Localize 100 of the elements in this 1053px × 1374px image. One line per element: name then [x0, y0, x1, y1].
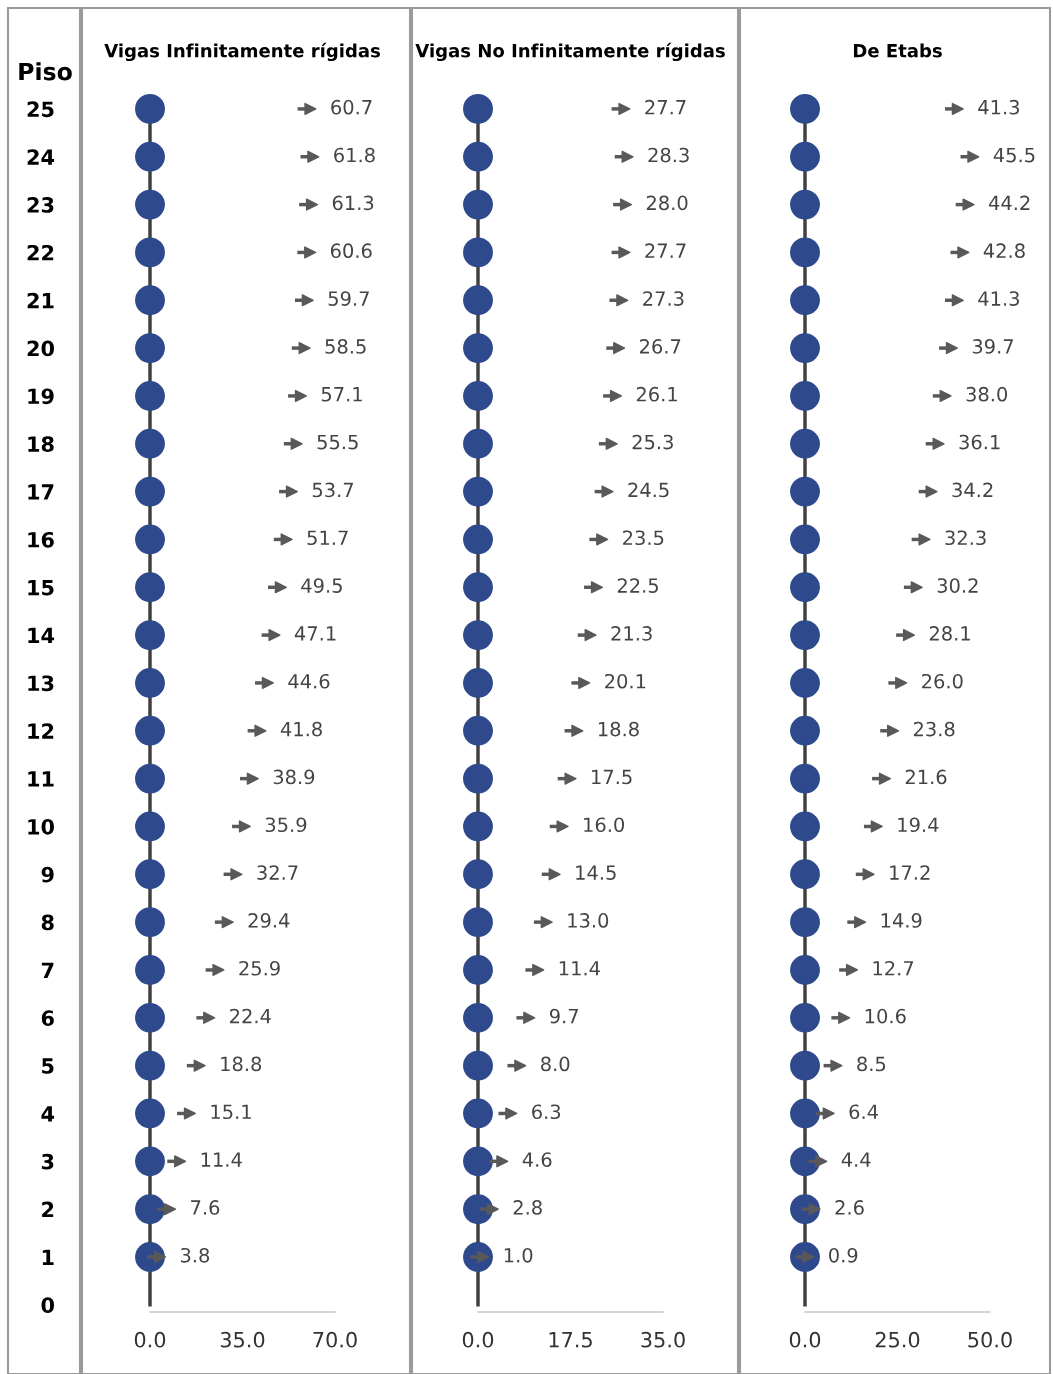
data-label: 1.0	[504, 1247, 533, 1263]
chart-title: Vigas No Infinitamente rígidas	[415, 42, 725, 62]
point	[463, 1050, 493, 1081]
point	[135, 1002, 165, 1033]
x-tick-label: 17.5	[549, 1332, 592, 1348]
y-tick-label: 5	[42, 1058, 54, 1074]
chart-title: De Etabs	[853, 43, 942, 58]
data-label: 57.1	[321, 387, 362, 402]
data-label: 15.1	[211, 1104, 251, 1120]
point	[463, 715, 493, 746]
point	[790, 524, 820, 555]
point	[463, 141, 493, 172]
point	[790, 285, 820, 316]
data-label: 9.7	[549, 1008, 578, 1024]
x-tick-label: 35.0	[220, 1331, 265, 1348]
data-label: 41.8	[280, 721, 322, 737]
y-tick-label: 10	[28, 818, 54, 835]
data-label: 32.7	[257, 865, 298, 880]
point	[790, 668, 820, 698]
x-tick-label: 0.0	[462, 1331, 494, 1348]
data-label: 47.1	[294, 626, 336, 641]
data-label: 61.3	[332, 195, 374, 211]
data-label: 8.5	[857, 1056, 886, 1072]
point	[135, 668, 165, 698]
point	[463, 333, 493, 364]
point	[135, 285, 165, 316]
point	[790, 1002, 820, 1033]
data-label: 11.4	[559, 961, 600, 976]
point	[463, 93, 493, 124]
y-tick-label: 15	[28, 580, 54, 596]
x-tick-label: 0.0	[789, 1331, 821, 1348]
data-label: 23.5	[623, 530, 664, 546]
point	[463, 620, 493, 651]
data-label: 32.3	[945, 530, 986, 546]
point	[135, 1146, 165, 1177]
data-label: 7.6	[191, 1200, 220, 1215]
point	[463, 955, 493, 985]
point	[463, 668, 493, 698]
point	[790, 907, 820, 938]
point	[135, 811, 165, 842]
point	[790, 763, 820, 794]
point	[135, 859, 165, 890]
data-label: 22.4	[230, 1008, 271, 1024]
data-label: 41.3	[978, 99, 1019, 115]
data-label: 45.5	[993, 147, 1035, 163]
data-label: 0.9	[829, 1247, 858, 1263]
data-label: 2.8	[513, 1200, 542, 1215]
data-label: 12.7	[873, 960, 914, 976]
point	[135, 237, 165, 268]
data-label: 58.5	[325, 339, 366, 354]
data-label: 14.5	[576, 865, 616, 880]
point	[463, 1146, 493, 1177]
data-label: 18.8	[598, 721, 639, 737]
y-tick-label: 14	[28, 627, 55, 644]
data-label: 4.4	[841, 1152, 871, 1167]
y-tick-label: 23	[27, 197, 54, 213]
point	[790, 811, 820, 842]
data-label: 23.8	[913, 721, 955, 737]
point	[790, 428, 820, 459]
data-label: 61.8	[334, 147, 375, 163]
data-label: 3.8	[180, 1247, 210, 1263]
point	[135, 1098, 165, 1129]
point	[790, 955, 820, 985]
point	[463, 572, 493, 603]
y-tick-label: 11	[28, 771, 54, 787]
data-label: 26.1	[636, 386, 677, 402]
data-label: 38.0	[966, 386, 1008, 402]
data-label: 39.7	[972, 339, 1013, 354]
point	[135, 141, 165, 172]
point	[790, 141, 820, 172]
point	[135, 524, 165, 555]
y-tick-label: 18	[28, 436, 54, 452]
data-label: 55.5	[317, 434, 358, 450]
point	[463, 907, 493, 938]
point	[463, 189, 493, 220]
point	[135, 763, 165, 794]
point	[463, 763, 493, 794]
y-tick-label: 16	[28, 531, 54, 548]
chart-title: Vigas Infinitamente rígidas	[104, 42, 380, 62]
data-label: 59.7	[328, 291, 369, 306]
point	[790, 381, 820, 411]
data-label: 17.5	[592, 769, 632, 785]
data-label: 4.6	[522, 1152, 552, 1167]
data-label: 10.6	[865, 1008, 906, 1024]
data-label: 28.3	[648, 147, 689, 163]
data-label: 36.1	[959, 434, 1000, 450]
data-label: 30.2	[937, 578, 978, 593]
x-tick-label: 25.0	[875, 1331, 920, 1348]
y-tick-label: 1	[42, 1249, 54, 1265]
data-label: 24.5	[628, 482, 669, 498]
y-tick-label: 8	[41, 914, 54, 931]
y-tick-label: 3	[41, 1153, 54, 1170]
point	[790, 715, 820, 746]
data-label: 6.4	[849, 1104, 878, 1120]
data-label: 20.1	[605, 673, 646, 689]
data-label: 60.6	[330, 243, 372, 259]
point	[135, 93, 165, 124]
point	[135, 381, 165, 411]
data-label: 27.3	[643, 291, 684, 306]
data-label: 38.9	[273, 769, 315, 785]
